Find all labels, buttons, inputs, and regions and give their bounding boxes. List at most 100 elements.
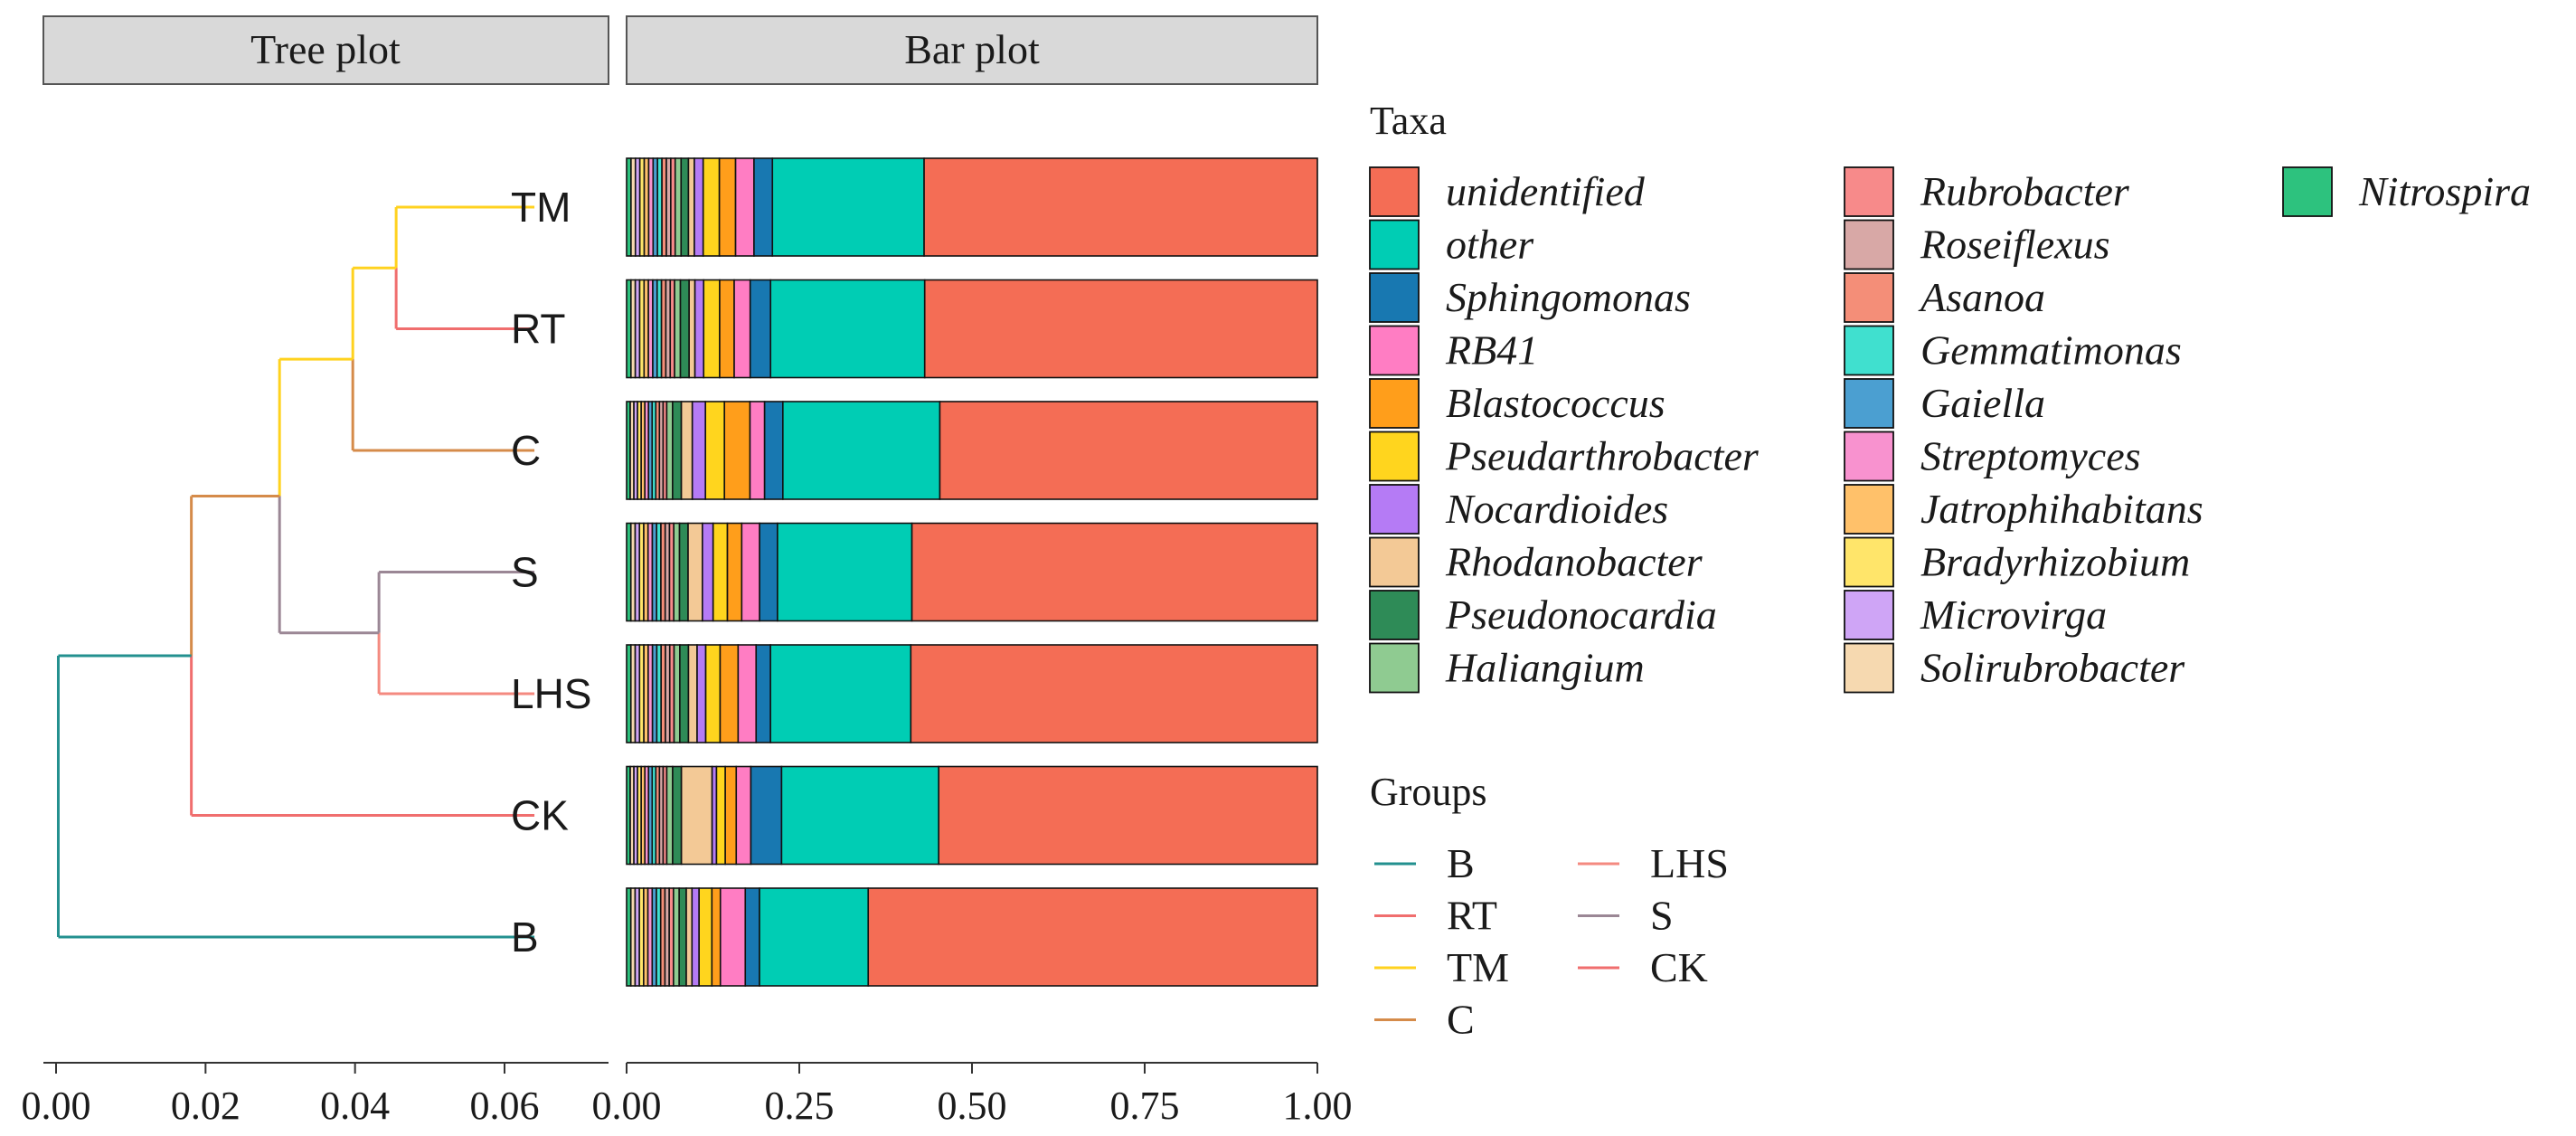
bar-segment: [723, 401, 751, 500]
bar-segment: [777, 522, 913, 622]
taxa-legend-swatch: [1369, 431, 1420, 482]
bar-segment: [704, 644, 722, 743]
groups-legend-items: B RT TM C LHS S CK: [1374, 840, 1729, 1043]
bar-segment: [744, 887, 760, 987]
taxa-legend-swatch: [1369, 219, 1420, 270]
taxa-legend-label: RB41: [1445, 327, 1538, 374]
taxa-legend-item: Solirubrobacter: [1844, 642, 2185, 694]
taxa-legend-label: Rubrobacter: [1920, 168, 2130, 214]
taxa-legend-item: Asanoa: [1844, 272, 2045, 323]
taxa-legend-swatch: [1369, 272, 1420, 323]
taxa-legend-item: Gaiella: [1844, 378, 2045, 429]
taxa-legend-label: Gaiella: [1920, 380, 2045, 426]
bar-segment: [696, 644, 707, 743]
bar-axis-tick-label: 0.25: [765, 1084, 835, 1128]
taxa-legend-item: Haliangium: [1369, 642, 1645, 694]
stacked-bar-rt: [626, 279, 1318, 379]
bar-segment: [753, 157, 774, 257]
bar-axis-tick-label: 0.50: [938, 1084, 1007, 1128]
bar-axis-tick-label: 1.00: [1283, 1084, 1353, 1128]
bar-axis-tick-label: 0.75: [1110, 1084, 1180, 1128]
taxa-legend-label: Roseiflexus: [1920, 222, 2110, 268]
bar-segment: [726, 522, 743, 622]
tree-leaf-label: CK: [511, 792, 569, 839]
taxa-legend-swatch: [1844, 378, 1894, 429]
taxa-legend-label: Microvirga: [1920, 592, 2107, 638]
bar-segment: [703, 279, 721, 379]
bar-segment: [718, 157, 737, 257]
bar-segment: [672, 401, 683, 500]
tree-axis-tick-label: 0.04: [320, 1084, 390, 1128]
taxa-legend-swatch: [1369, 536, 1420, 588]
tree-leaf-label: TM: [511, 184, 571, 231]
groups-legend-label: CK: [1650, 944, 1708, 990]
bar-axis-tick-label: 0.00: [592, 1084, 662, 1128]
bar-segment: [665, 765, 674, 866]
taxa-legend-label: Solirubrobacter: [1920, 645, 2185, 691]
tree-axis-tick-label: 0.00: [22, 1084, 91, 1128]
groups-legend-item: B: [1374, 840, 1475, 886]
bar-segment: [694, 279, 705, 379]
bar-segment: [678, 522, 689, 622]
taxa-legend-swatch: [1844, 642, 1894, 694]
taxa-legend-swatch: [1844, 219, 1894, 270]
taxa-legend-item: Jatrophihabitans: [1844, 484, 2203, 535]
bar-segment: [923, 279, 1318, 379]
stacked-bar-lhs: [626, 644, 1318, 743]
taxa-legend-item: Streptomyces: [1844, 431, 2141, 482]
bar-panel-strip: Bar plot: [626, 15, 1318, 85]
bar-segment: [763, 401, 784, 500]
taxa-legend-label: Rhodanobacter: [1445, 539, 1703, 585]
taxa-legend-label: Streptomyces: [1920, 433, 2141, 479]
taxa-legend-label: other: [1446, 222, 1534, 268]
groups-legend-label: B: [1447, 840, 1475, 886]
taxa-legend-item: Pseudonocardia: [1369, 590, 1717, 640]
stacked-bar-ck: [626, 765, 1318, 866]
taxa-legend: Taxa unidentified other Sphingomonas RB41 Bl…: [1369, 99, 2531, 694]
bar-segment: [712, 522, 729, 622]
groups-legend-label: S: [1650, 893, 1674, 939]
taxa-legend-item: Rubrobacter: [1844, 166, 2130, 217]
bar-segment: [771, 157, 925, 257]
taxa-legend-swatch: [1369, 484, 1420, 535]
taxa-legend-swatch: [1844, 536, 1894, 588]
taxa-legend-swatch: [1369, 325, 1420, 376]
bar-segment: [688, 279, 696, 379]
bar-segment: [782, 401, 941, 500]
bar-segment: [702, 157, 721, 257]
taxa-legend-item: Microvirga: [1844, 590, 2107, 640]
taxa-legend-item: other: [1369, 219, 1534, 270]
tree-axis-tick-label: 0.02: [171, 1084, 241, 1128]
taxa-legend-item: Blastococcus: [1369, 378, 1665, 429]
bar-segment: [674, 279, 682, 379]
bar-segment: [749, 279, 772, 379]
tree-strip-background: [42, 15, 609, 85]
taxa-legend-item: Nitrospira: [2282, 166, 2531, 217]
bar-segment: [665, 401, 674, 500]
taxa-legend-swatch: [1844, 325, 1894, 376]
taxa-legend-label: Nocardioides: [1445, 486, 1668, 532]
taxa-legend-swatch: [1844, 166, 1894, 217]
groups-legend-label: RT: [1447, 893, 1497, 939]
groups-legend-label: LHS: [1650, 840, 1729, 886]
tree-leaf-label: LHS: [511, 670, 591, 717]
bar-segment: [704, 401, 726, 500]
bar-segment: [711, 887, 722, 987]
groups-legend-item: S: [1578, 893, 1674, 939]
bar-segment: [759, 887, 870, 987]
bar-segment: [724, 765, 738, 866]
taxa-legend-item: Bradyrhizobium: [1844, 536, 2190, 588]
taxa-legend-swatch: [1369, 590, 1420, 640]
taxa-legend-label: unidentified: [1446, 168, 1646, 214]
bar-segment: [741, 522, 760, 622]
bar-segment: [687, 644, 698, 743]
bar-segment: [673, 887, 680, 987]
bar-segment: [702, 522, 714, 622]
tree-leaf-label: C: [511, 427, 541, 474]
bar-segment: [719, 644, 740, 743]
taxa-legend-item: RB41: [1369, 325, 1538, 376]
bar-segment: [685, 887, 694, 987]
taxa-legend-swatch: [1844, 272, 1894, 323]
bar-segment: [691, 401, 707, 500]
